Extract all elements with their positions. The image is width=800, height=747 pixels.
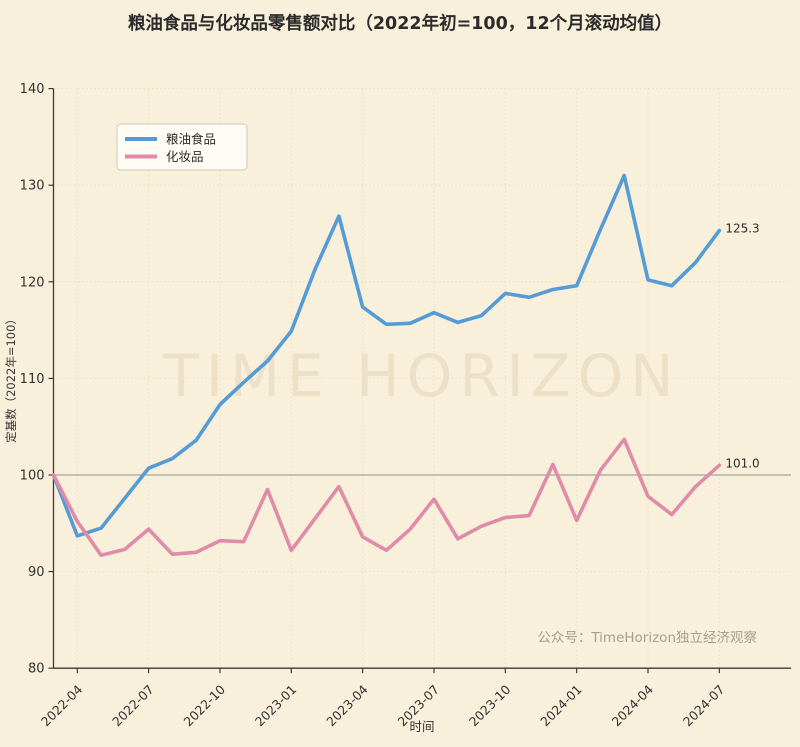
- x-tick-label: 2024-01: [537, 682, 585, 730]
- legend: 粮油食品 化妆品: [116, 123, 248, 171]
- x-tick-label: 2022-10: [181, 682, 229, 730]
- x-tick-label: 2022-04: [38, 682, 86, 730]
- chart-title: 粮油食品与化妆品零售额对比（2022年初=100，12个月滚动均值）: [128, 13, 672, 34]
- series-end-label: 125.3: [725, 222, 759, 236]
- x-tick-label: 2023-04: [323, 682, 371, 730]
- legend-label-cosmetics: 化妆品: [166, 149, 204, 164]
- y-tick-label: 120: [20, 275, 45, 290]
- x-tick-label: 2024-04: [609, 682, 657, 730]
- y-tick-label: 90: [28, 565, 45, 580]
- series-line-0: [51, 173, 722, 538]
- series-lines: [51, 173, 722, 558]
- y-tick-label: 140: [20, 82, 45, 97]
- series-end-label: 101.0: [725, 456, 759, 470]
- watermark: TIME HORIZON: [162, 342, 680, 410]
- x-tick-label: 2023-01: [252, 682, 300, 730]
- x-axis-label: 时间: [409, 719, 434, 734]
- x-tick-label: 2024-07: [680, 682, 728, 730]
- y-tick-label: 100: [20, 469, 45, 484]
- y-tick-label: 130: [20, 179, 45, 194]
- y-tick-label: 80: [28, 662, 45, 677]
- legend-label-grain: 粮油食品: [166, 132, 216, 147]
- series-end-labels: 125.3 101.0: [725, 222, 759, 471]
- series-line-1: [51, 437, 722, 558]
- y-axis-label: 定基数（2022年=100）: [4, 313, 18, 443]
- credit-text: 公众号：TimeHorizon独立经济观察: [537, 629, 757, 646]
- y-tick-label: 110: [20, 372, 45, 387]
- x-tick-label: 2022-07: [109, 682, 157, 730]
- x-tick-label: 2023-10: [466, 682, 514, 730]
